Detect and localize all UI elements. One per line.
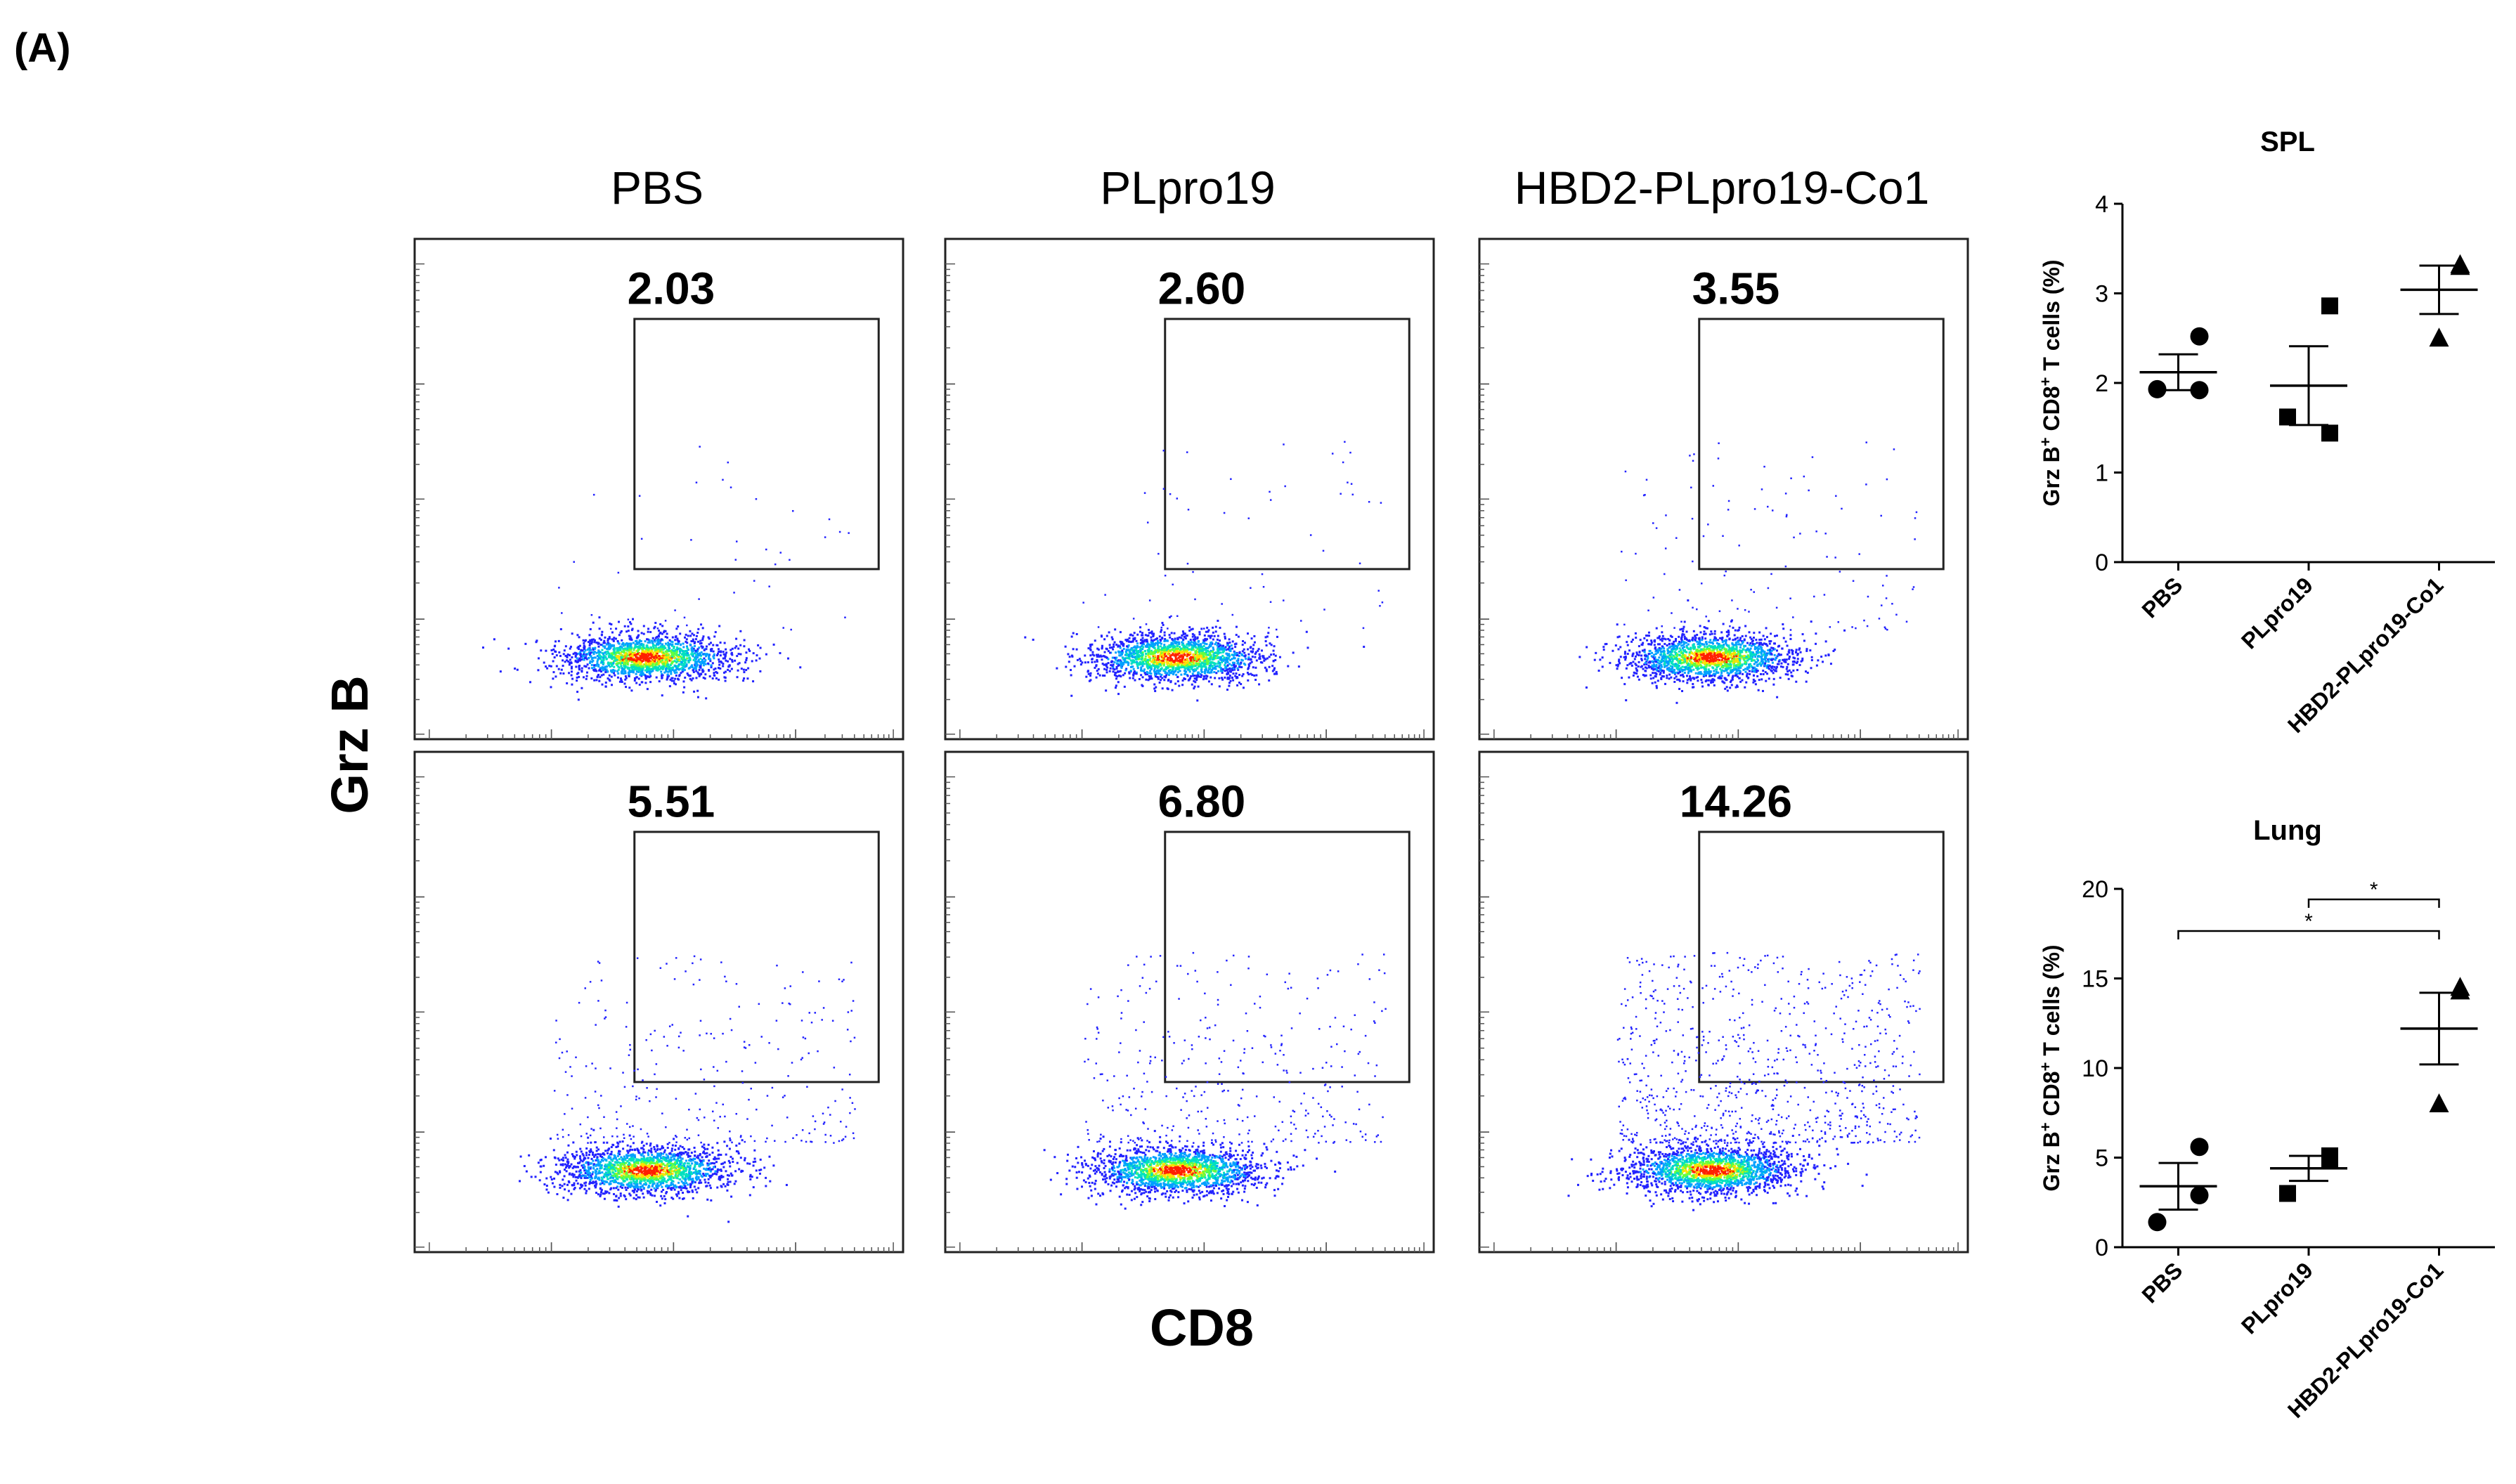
series-2 xyxy=(2270,1147,2347,1202)
y-tick-label: 3 xyxy=(2095,281,2108,308)
flow-panel-spl-1: 2.03 xyxy=(413,237,904,741)
series-1 xyxy=(2139,1138,2217,1232)
flow-y-axis-title: Grz B xyxy=(320,675,379,814)
y-tick-label: 0 xyxy=(2095,549,2108,576)
population-dots xyxy=(519,955,856,1223)
data-point xyxy=(2148,379,2167,398)
data-point xyxy=(2148,1213,2167,1232)
flow-panel-spl-3: 3.55 xyxy=(1478,237,1969,741)
flow-panel-lung-2: 6.80 xyxy=(944,750,1435,1254)
population-dots xyxy=(1043,951,1387,1210)
gate-box xyxy=(1698,318,1945,571)
y-tick-label: 15 xyxy=(2082,966,2108,993)
gate-box xyxy=(1164,831,1411,1083)
y-tick-label: 4 xyxy=(2095,191,2108,218)
data-point xyxy=(2321,1151,2338,1169)
gate-box xyxy=(1164,318,1411,571)
panel-label: (A) xyxy=(14,25,71,71)
series-2 xyxy=(2270,297,2347,442)
significance-bracket: * xyxy=(2307,878,2440,908)
significance-bracket: * xyxy=(2177,910,2440,939)
series-3 xyxy=(2400,977,2478,1112)
data-point xyxy=(2190,381,2209,400)
flow-panel-spl-2: 2.60 xyxy=(944,237,1435,741)
data-point xyxy=(2190,327,2209,346)
data-point xyxy=(2429,1093,2449,1112)
data-point xyxy=(2450,980,2470,1000)
y-tick-label: 5 xyxy=(2095,1145,2108,1172)
flow-panel-frame xyxy=(1478,237,1969,741)
data-point xyxy=(2450,254,2470,273)
gate-percent: 2.03 xyxy=(628,263,715,314)
column-header-pbs: PBS xyxy=(611,162,703,214)
flow-panel-lung-1: 5.51 xyxy=(413,750,904,1254)
flow-panel-lung-3: 14.26 xyxy=(1478,750,1969,1254)
population-dots xyxy=(481,445,850,701)
chart-title: Lung xyxy=(2253,815,2322,846)
gate-percent: 5.51 xyxy=(628,776,715,827)
x-tick-label: PBS xyxy=(2136,1257,2187,1308)
data-point xyxy=(2429,327,2449,347)
gate-percent: 6.80 xyxy=(1158,776,1246,827)
x-tick-label: PLpro19 xyxy=(2236,1257,2318,1339)
gate-box xyxy=(633,831,880,1083)
gate-percent: 14.26 xyxy=(1680,776,1792,827)
flow-x-axis-title: CD8 xyxy=(1150,1298,1254,1357)
series-3 xyxy=(2400,254,2478,347)
gate-percent: 3.55 xyxy=(1692,263,1780,314)
data-point xyxy=(2321,297,2338,315)
column-header-plpro19: PLpro19 xyxy=(1100,162,1276,214)
y-tick-label: 2 xyxy=(2095,370,2108,397)
chart-title: SPL xyxy=(2260,126,2315,157)
y-tick-label: 0 xyxy=(2095,1235,2108,1261)
data-point xyxy=(2279,408,2296,426)
y-tick-label: 20 xyxy=(2082,876,2108,903)
population-dots xyxy=(1567,951,1921,1211)
gate-box xyxy=(1698,831,1945,1083)
population-dots xyxy=(1578,441,1918,704)
column-header-hbd2: HBD2-PLpro19-Co1 xyxy=(1515,162,1930,214)
population-dots xyxy=(1024,441,1384,702)
gate-box xyxy=(633,318,880,571)
series-1 xyxy=(2139,327,2217,400)
significance-label: * xyxy=(2304,910,2313,933)
data-point xyxy=(2279,1185,2296,1202)
data-point xyxy=(2321,424,2338,442)
y-tick-label: 10 xyxy=(2082,1055,2108,1082)
x-tick-label: PBS xyxy=(2136,572,2187,623)
data-point xyxy=(2190,1138,2209,1157)
x-tick-label: PLpro19 xyxy=(2236,572,2318,653)
flow-cytometry-grid: 2.03 2.60 3.55 5.51 6.80 14.26 xyxy=(413,237,1969,1254)
y-axis-title: Grz B+ CD8+ T cells (%) xyxy=(2037,944,2065,1191)
chart-spl: SPL 0 1 2 3 4 Grz B+ CD8+ T cells (%) PBS PLpro1… xyxy=(2037,126,2495,738)
scatter-charts: SPL 0 1 2 3 4 Grz B+ CD8+ T cells (%) PBS PLpro1… xyxy=(2037,126,2495,1423)
y-tick-label: 1 xyxy=(2095,460,2108,487)
data-point xyxy=(2190,1186,2209,1205)
chart-lung: Lung 0 5 10 15 20 Grz B+ CD8+ T cells (%) PBS PL… xyxy=(2037,815,2495,1423)
y-axis-title: Grz B+ CD8+ T cells (%) xyxy=(2037,259,2065,506)
gate-percent: 2.60 xyxy=(1158,263,1246,314)
significance-label: * xyxy=(2370,878,2378,902)
